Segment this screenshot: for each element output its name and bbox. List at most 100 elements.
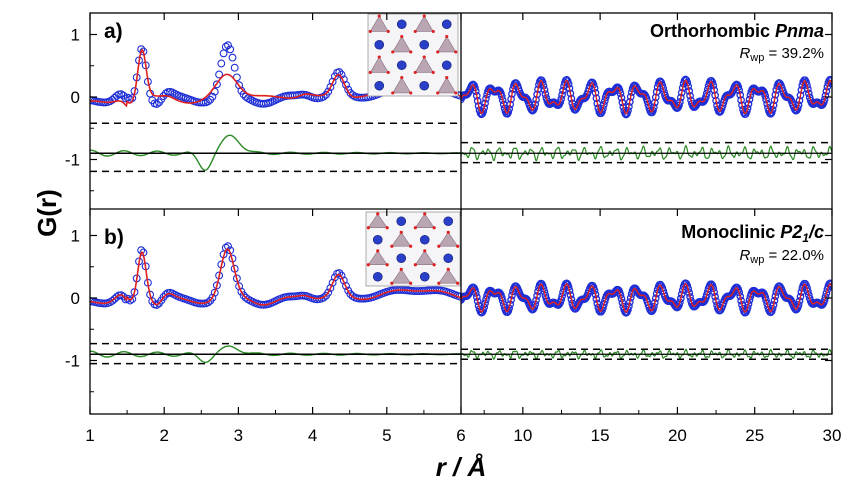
tetrahedron (414, 213, 435, 229)
observed-point (226, 45, 235, 54)
y-tick-label: -1 (65, 352, 80, 371)
cation-atom (372, 271, 383, 282)
observed-point (643, 97, 652, 106)
observed-point (803, 284, 811, 292)
o-atom (409, 91, 413, 95)
observed-point (822, 289, 831, 297)
observed-point (335, 269, 344, 278)
panel-b-high-r (461, 279, 832, 360)
observed-point (497, 92, 506, 101)
o-atom (437, 281, 441, 285)
observed-point (558, 292, 566, 301)
o-atom (368, 70, 372, 75)
observed-point (541, 90, 550, 98)
cation-atom (396, 19, 407, 30)
o-atom (366, 226, 370, 230)
o-atom (422, 55, 426, 59)
observed-point (686, 293, 694, 301)
observed-point (108, 296, 117, 305)
o-atom (413, 29, 417, 34)
o-atom (431, 70, 435, 75)
observed-point (712, 297, 720, 305)
cation-atom (441, 19, 452, 30)
observed-point (615, 86, 624, 95)
observed-point (210, 288, 219, 297)
observed-point (658, 81, 667, 90)
o-atom (391, 50, 395, 54)
observed-point (762, 95, 770, 104)
observed-point (659, 84, 668, 93)
x-tick-label: 20 (668, 426, 687, 445)
observed-point (762, 296, 770, 305)
panel-b-rwp: Rwp = 22.0% (739, 247, 824, 266)
cation-atom (419, 234, 430, 245)
observed-point (326, 284, 335, 293)
observed-point (215, 70, 224, 79)
o-atom (454, 50, 458, 54)
x-axis-title: r / Å (436, 452, 487, 482)
observed-point (230, 63, 239, 72)
o-atom (432, 226, 436, 230)
o-atom (445, 34, 449, 39)
tetrahedron (414, 56, 434, 73)
y-tick-label: 0 (71, 289, 80, 308)
o-atom (437, 244, 441, 248)
cation-atom (374, 80, 385, 91)
observed-point (498, 96, 507, 105)
observed-point (735, 288, 744, 297)
o-atom (423, 249, 427, 253)
observed-point (617, 294, 626, 303)
tetrahedron (391, 268, 412, 284)
cation-atom (374, 39, 385, 50)
calculated-line-high-r (461, 283, 832, 313)
observed-point (212, 281, 221, 290)
o-atom (399, 267, 403, 271)
o-atom (376, 212, 380, 216)
y-tick-label: 1 (71, 227, 80, 246)
observed-point (152, 301, 161, 309)
observed-point (766, 308, 775, 317)
o-atom (456, 244, 460, 248)
observed-point (539, 81, 548, 90)
o-atom (409, 281, 413, 285)
cation-atom (396, 60, 407, 71)
observed-point (826, 75, 832, 84)
observed-point (123, 93, 132, 102)
difference-line-high-r (461, 145, 832, 162)
observed-point (556, 98, 565, 107)
o-atom (432, 263, 436, 267)
observed-point (684, 285, 693, 293)
tetrahedron (438, 268, 459, 284)
o-atom (422, 14, 426, 18)
observed-point (599, 101, 608, 109)
o-atom (413, 70, 417, 75)
observed-point (498, 296, 507, 305)
panel-a: a) Orthorhombic Pnma Rwp = 39.2% (90, 13, 832, 173)
observed-point (219, 49, 228, 58)
o-atom (390, 281, 394, 285)
tetrahedron (392, 76, 412, 94)
observed-point (702, 89, 711, 98)
o-atom (436, 91, 440, 95)
o-atom (386, 29, 390, 34)
observed-point (471, 289, 480, 297)
o-atom (391, 91, 395, 95)
o-atom (399, 230, 403, 234)
tetrahedron (414, 15, 434, 32)
observed-point (795, 297, 804, 305)
o-atom (386, 70, 390, 75)
observed-point (562, 75, 571, 84)
o-atom (377, 55, 381, 59)
x-tick-label: 6 (456, 426, 465, 445)
axis-ticks (89, 13, 833, 414)
tetrahedron (367, 213, 388, 229)
observed-point (324, 87, 333, 96)
x-tick-label: 3 (234, 426, 243, 445)
cation-atom (443, 216, 454, 227)
observed-point (827, 76, 832, 85)
o-atom (377, 14, 381, 18)
observed-point (676, 298, 684, 307)
observed-point (826, 279, 832, 288)
cation-atom (396, 253, 407, 264)
